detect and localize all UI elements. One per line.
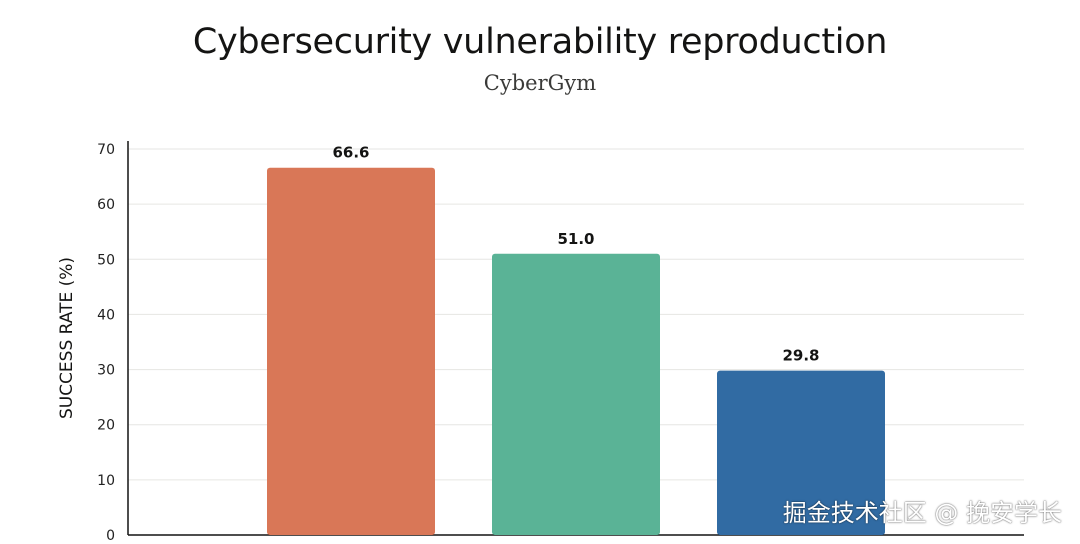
watermark: 掘金技术社区 @ 挽安学长 [782,499,1062,527]
y-tick-label: 20 [97,418,115,434]
y-tick-label: 40 [97,307,115,323]
y-tick-label: 60 [97,197,115,213]
y-tick-label: 70 [97,142,115,158]
bar [492,253,660,535]
bar-value-label: 66.6 [332,144,369,162]
y-tick-label: 10 [97,473,115,489]
bar [717,370,885,535]
y-axis-label: SUCCESS RATE (%) [57,257,77,419]
bar [267,167,435,535]
bar-value-label: 51.0 [557,230,594,248]
y-tick-label: 0 [106,528,115,544]
chart-subtitle: CyberGym [483,71,597,95]
bar-value-label: 29.8 [782,347,819,365]
chart-title: Cybersecurity vulnerability reproduction [192,22,888,62]
y-tick-label: 50 [97,252,115,268]
y-tick-label: 30 [97,363,115,379]
